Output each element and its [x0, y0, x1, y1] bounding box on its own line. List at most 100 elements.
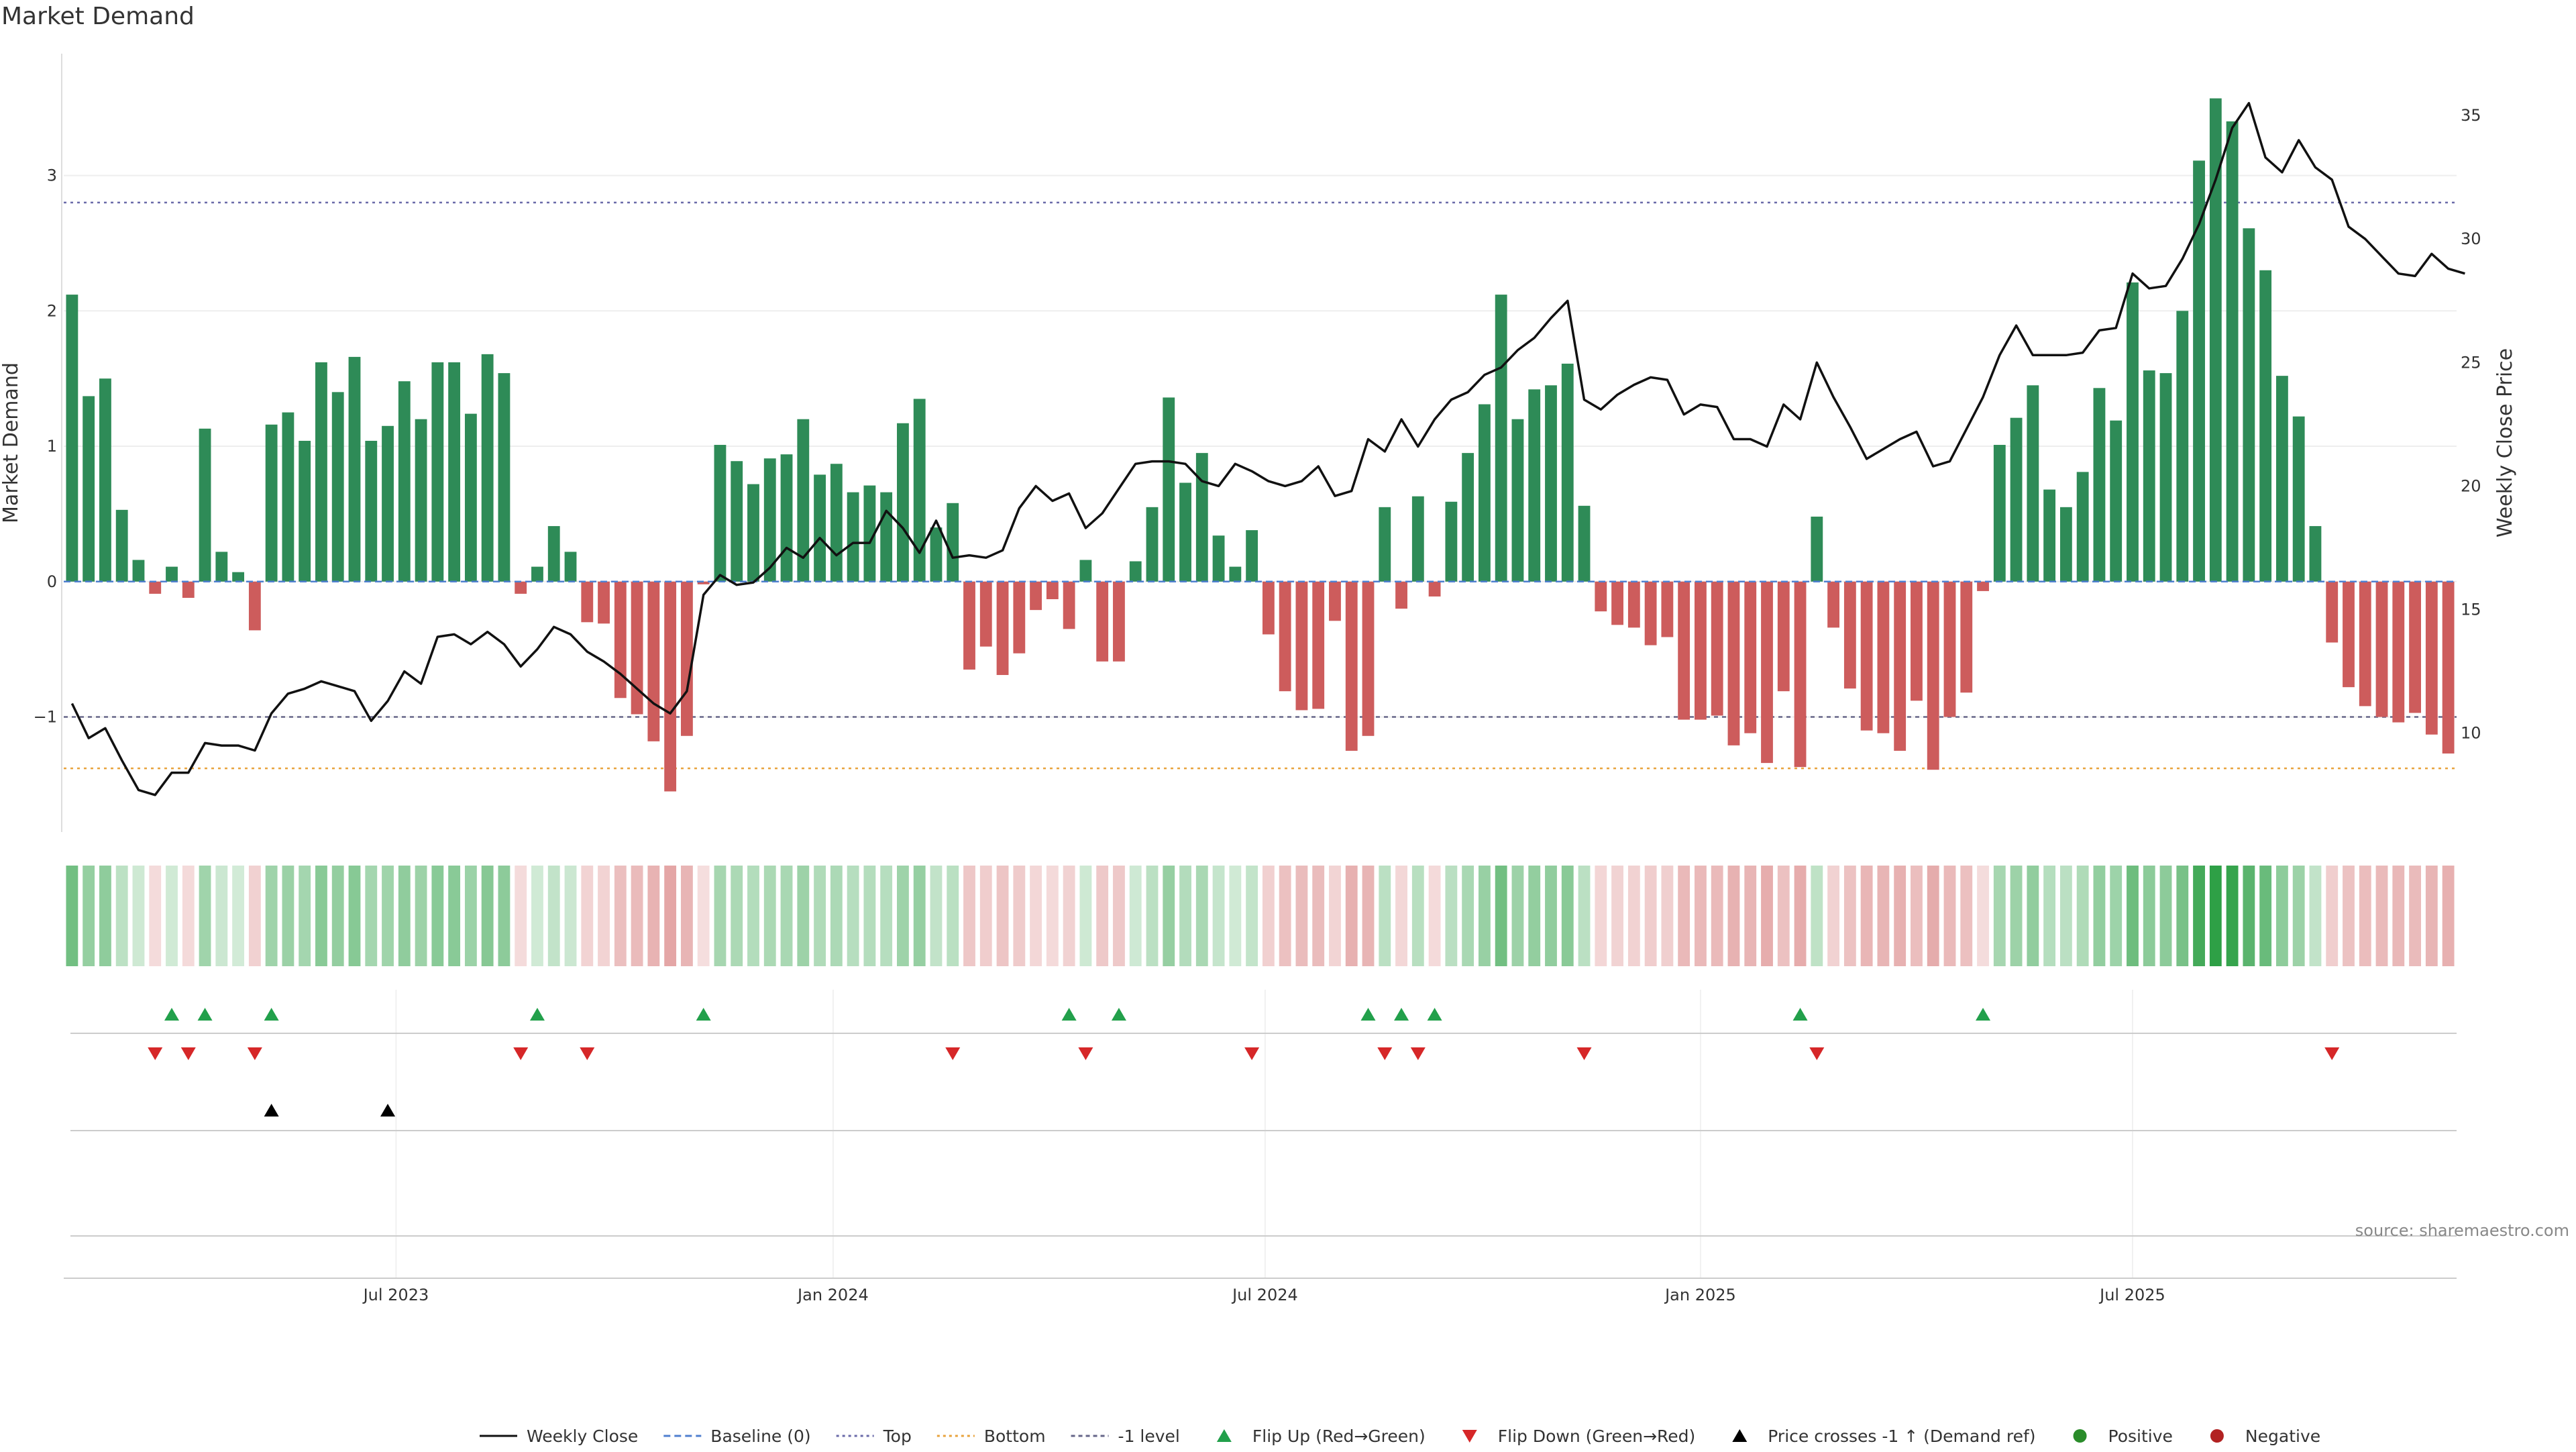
heat-cell — [963, 866, 975, 966]
demand-bar — [1711, 581, 1723, 716]
heat-cell — [647, 866, 660, 966]
demand-bar — [2076, 472, 2089, 582]
heat-cell — [1295, 866, 1308, 966]
heat-cell — [481, 866, 494, 966]
heat-cell — [2343, 866, 2355, 966]
legend-item-1: Baseline (0) — [663, 1427, 811, 1446]
demand-bar — [1379, 507, 1391, 582]
heat-cell — [2292, 866, 2305, 966]
demand-bar — [1229, 566, 1242, 582]
demand-bar — [747, 484, 759, 582]
demand-bar — [780, 454, 793, 582]
legend-label-2: Top — [883, 1427, 912, 1446]
x-tick-label-3: Jan 2025 — [1664, 1286, 1736, 1304]
demand-bar — [2059, 507, 2072, 582]
demand-bar — [248, 581, 261, 631]
demand-bar — [2409, 581, 2421, 713]
flip-up-marker — [696, 1008, 711, 1021]
heat-cell — [1478, 866, 1491, 966]
flip-down-marker — [1576, 1047, 1592, 1060]
demand-bar — [2010, 417, 2023, 582]
heat-cell — [299, 866, 311, 966]
demand-bar — [1827, 581, 1840, 628]
demand-bar — [398, 381, 411, 582]
heat-cell — [2425, 866, 2438, 966]
heat-cell — [2375, 866, 2388, 966]
demand-bar — [1279, 581, 1291, 692]
demand-bar — [1561, 363, 1574, 582]
demand-bar — [1129, 561, 1142, 582]
heat-cell — [1362, 866, 1375, 966]
demand-bar — [1411, 496, 1424, 582]
heat-cell — [996, 866, 1009, 966]
heat-cell — [1727, 866, 1740, 966]
demand-bar — [115, 509, 128, 582]
demand-bar — [647, 581, 660, 741]
demand-bar — [1179, 482, 1191, 582]
legend-item-9: Negative — [2210, 1427, 2320, 1446]
demand-bar — [1777, 581, 1790, 692]
demand-bar — [331, 392, 344, 582]
heat-cell — [1063, 866, 1075, 966]
demand-bar — [930, 527, 943, 582]
flip-up-marker — [529, 1008, 545, 1021]
heat-cell — [1096, 866, 1109, 966]
legend-swatch-flip-up — [1216, 1429, 1232, 1442]
legend-label-1: Baseline (0) — [710, 1427, 810, 1446]
heat-cell — [1627, 866, 1640, 966]
heat-cell — [1761, 866, 1773, 966]
demand-bar — [2375, 581, 2388, 717]
heat-cell — [1379, 866, 1391, 966]
x-tick-label-1: Jan 2024 — [796, 1286, 869, 1304]
demand-bar — [1046, 581, 1059, 600]
demand-bar — [1478, 404, 1491, 582]
demand-bar — [1761, 581, 1773, 764]
heat-cell — [1977, 866, 1989, 966]
flip-down-marker — [1078, 1047, 1093, 1060]
heat-cell — [780, 866, 793, 966]
demand-bar — [680, 581, 693, 736]
demand-bar — [1063, 581, 1075, 629]
legend-label-7: Price crosses -1 ↑ (Demand ref) — [1768, 1427, 2035, 1446]
heat-cell — [2226, 866, 2239, 966]
demand-bar — [1911, 581, 1923, 701]
heat-cell — [664, 866, 677, 966]
heat-cell — [315, 866, 327, 966]
heat-cell — [282, 866, 294, 966]
flip-down-marker — [1410, 1047, 1426, 1060]
demand-bar — [132, 560, 145, 582]
heat-cell — [2093, 866, 2106, 966]
demand-bar — [1329, 581, 1341, 621]
demand-bar — [1960, 581, 1973, 693]
demand-bar — [315, 362, 327, 582]
heat-cell — [631, 866, 643, 966]
demand-bar — [215, 552, 228, 582]
heat-cell — [1777, 866, 1790, 966]
legend-item-7: Price crosses -1 ↑ (Demand ref) — [1732, 1427, 2036, 1446]
demand-bar — [531, 566, 543, 582]
heat-cell — [2442, 866, 2455, 966]
heat-cell — [1993, 866, 2006, 966]
heat-cell — [1860, 866, 1873, 966]
demand-bar — [614, 581, 627, 698]
demand-bar — [1079, 560, 1092, 582]
heat-cell — [1195, 866, 1208, 966]
heat-cell — [897, 866, 909, 966]
demand-bar — [564, 552, 577, 582]
y2-tick-label-5: 10 — [2461, 724, 2481, 743]
demand-bar — [2159, 373, 2172, 582]
legend-label-4: -1 level — [1118, 1427, 1180, 1446]
demand-bar — [282, 412, 294, 582]
heat-cell — [265, 866, 278, 966]
heat-cell — [880, 866, 893, 966]
demand-bar — [1262, 581, 1275, 635]
heat-cell — [697, 866, 710, 966]
heat-cell — [431, 866, 444, 966]
heat-cell — [515, 866, 527, 966]
heat-cell — [382, 866, 394, 966]
heat-cell — [1611, 866, 1623, 966]
heat-cell — [714, 866, 727, 966]
demand-bar — [2309, 526, 2322, 582]
heat-cell — [1595, 866, 1607, 966]
demand-bar — [2127, 282, 2139, 582]
